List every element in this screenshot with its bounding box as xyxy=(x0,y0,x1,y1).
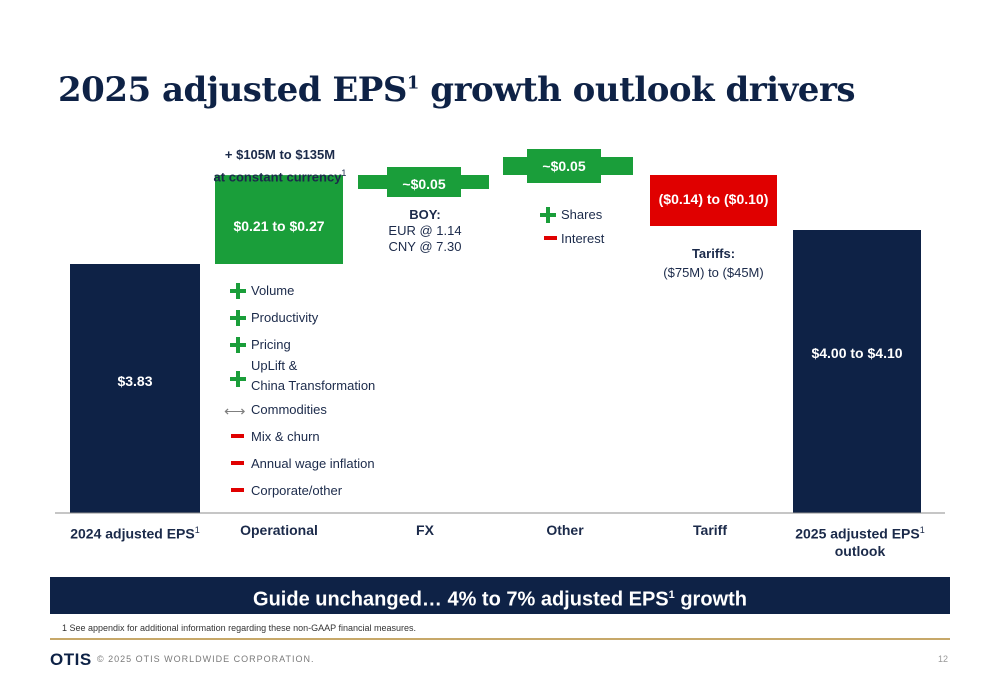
plus-icon xyxy=(230,371,246,387)
driver-label: Pricing xyxy=(251,337,291,352)
other-interest-label: Interest xyxy=(561,231,605,246)
bar-fx xyxy=(387,167,461,197)
tariff-annotation: Tariffs: ($75M) to ($45M) xyxy=(650,244,777,282)
waterfall-chart xyxy=(55,149,945,514)
x-label-2025: 2025 adjusted EPS1 outlook xyxy=(795,525,925,559)
fx-annotation: BOY: EUR @ 1.14 CNY @ 7.30 xyxy=(375,207,475,255)
bar-other xyxy=(527,149,601,183)
operational-annotation-line2: at constant currency xyxy=(213,169,342,185)
copyright-text: © 2025 OTIS WORLDWIDE CORPORATION. xyxy=(97,654,315,664)
driver-label: Volume xyxy=(251,283,295,298)
bar-label-tariff: ($0.14) to ($0.10) xyxy=(658,191,769,207)
minus-icon xyxy=(230,483,246,499)
bar-label-other: ~$0.05 xyxy=(542,158,586,174)
tariff-annotation-range: ($75M) to ($45M) xyxy=(663,265,764,280)
bar-2025-total xyxy=(793,230,921,513)
otis-logo: OTIS xyxy=(50,650,92,669)
driver-label: Corporate/other xyxy=(251,483,343,498)
bar-fx-tab-left xyxy=(358,175,387,189)
bar-label-2024: $3.83 xyxy=(117,373,153,389)
bar-other-tab-right xyxy=(601,157,633,175)
bar-fx-tab-right xyxy=(461,175,489,189)
page-number: 12 xyxy=(938,654,949,664)
driver-label-line1: UpLift & xyxy=(251,358,298,373)
guidance-banner: Guide unchanged… 4% to 7% adjusted EPS1 … xyxy=(50,577,950,614)
footnote: 1 See appendix for additional informatio… xyxy=(62,623,417,633)
driver-label: Productivity xyxy=(251,310,319,325)
x-label-tariff: Tariff xyxy=(693,522,727,538)
fx-cny-rate: CNY @ 7.30 xyxy=(388,239,462,254)
x-label-fx: FX xyxy=(416,522,434,538)
plus-icon xyxy=(230,337,246,353)
double-arrow-icon: ⟷ xyxy=(224,403,246,420)
x-label-operational: Operational xyxy=(240,522,318,538)
plus-icon xyxy=(230,283,246,299)
bar-operational xyxy=(215,175,343,264)
operational-annotation-line1: + $105M to $135M xyxy=(224,147,336,162)
operational-annotation: + $105M to $135M at constant currency1 xyxy=(195,146,365,186)
footer-divider xyxy=(50,638,950,640)
bar-label-fx: ~$0.05 xyxy=(402,176,446,192)
x-label-2024: 2024 adjusted EPS1 xyxy=(70,525,200,542)
plus-icon xyxy=(230,310,246,326)
driver-label: Annual wage inflation xyxy=(251,456,375,471)
bar-label-2025: $4.00 to $4.10 xyxy=(811,345,903,361)
fx-eur-rate: EUR @ 1.14 xyxy=(388,223,462,238)
fx-annotation-head: BOY: xyxy=(409,207,441,222)
minus-icon xyxy=(230,429,246,445)
x-label-other: Other xyxy=(546,522,584,538)
minus-icon xyxy=(543,231,559,247)
bar-other-tab-left xyxy=(503,157,527,175)
other-shares-label: Shares xyxy=(561,207,603,222)
bar-label-operational: $0.21 to $0.27 xyxy=(233,218,325,234)
driver-label-line2: China Transformation xyxy=(251,378,376,393)
driver-label: Mix & churn xyxy=(251,429,320,444)
bar-tariff xyxy=(650,175,777,226)
page-title: 2025 adjusted EPS1 growth outlook driver… xyxy=(58,70,856,110)
plus-icon xyxy=(540,207,556,223)
tariff-annotation-head: Tariffs: xyxy=(691,246,736,261)
driver-label: Commodities xyxy=(251,402,327,417)
bar-2024-total xyxy=(70,264,200,513)
minus-icon xyxy=(230,456,246,472)
operational-footnote-mark: 1 xyxy=(341,168,347,178)
